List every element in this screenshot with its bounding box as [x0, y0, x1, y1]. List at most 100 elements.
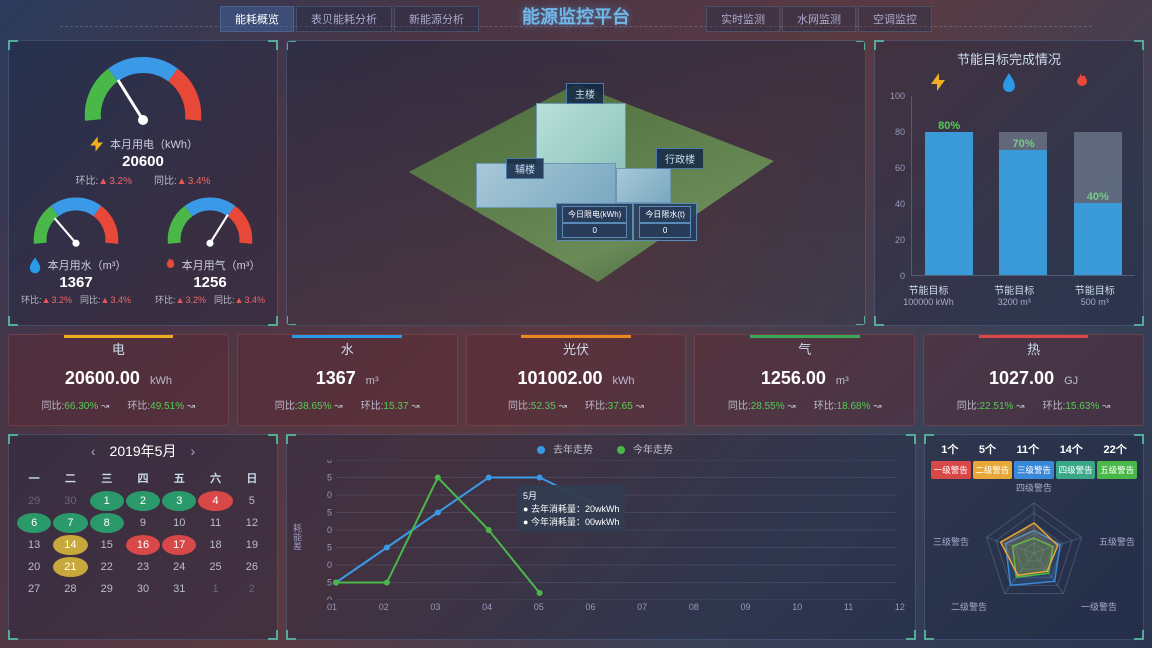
metrics-row: 电20600.00kWh同比:66.30% ↝环比:49.51% ↝水1367m… [8, 334, 1144, 426]
gauges-panel: 本月用电（kWh） 20600 环比:3.2% 同比:3.4% 本月用水（m³）… [8, 40, 278, 326]
metric-card-热[interactable]: 热1027.00GJ同比:22.51% ↝环比:15.63% ↝ [923, 334, 1144, 426]
calendar-panel: ‹ 2019年5月 › 一二三四五六日293012345678910111213… [8, 434, 278, 640]
cal-day[interactable]: 28 [53, 579, 87, 599]
cal-day[interactable]: 10 [162, 513, 196, 533]
alert-badge[interactable]: 五级警告 [1097, 461, 1137, 479]
cal-next[interactable]: › [190, 443, 195, 459]
fire-icon [1070, 72, 1090, 92]
info-popup: 今日限电(kWh)0 今日限水(t)0 [556, 203, 697, 241]
cal-day[interactable]: 15 [90, 535, 124, 555]
alert-badge[interactable]: 四级警告 [1056, 461, 1096, 479]
trend-tooltip: 5月 ● 去年消耗量：20wkWh ● 今年消耗量：00wkWh [517, 485, 625, 532]
header: 能耗概览表贝能耗分析新能源分析 能源监控平台 实时监测水网监测空调监控 [0, 0, 1152, 32]
tag-main[interactable]: 主楼 [566, 83, 604, 104]
cal-day[interactable]: 29 [17, 491, 51, 511]
bolt-icon [88, 135, 106, 153]
gauge-gas [160, 189, 260, 251]
cal-day[interactable]: 1 [90, 491, 124, 511]
goal-bar: 80% [925, 96, 973, 275]
alert-badge[interactable]: 二级警告 [973, 461, 1013, 479]
gauge-gas-value: 1256 [146, 274, 275, 291]
cal-day[interactable]: 11 [198, 513, 232, 533]
goal-bar: 70% [999, 96, 1047, 275]
tab-实时监测[interactable]: 实时监测 [706, 6, 780, 32]
cal-day[interactable]: 9 [126, 513, 160, 533]
cal-day[interactable]: 22 [90, 557, 124, 577]
bolt-icon [928, 72, 948, 92]
cal-day[interactable]: 13 [17, 535, 51, 555]
tab-能耗概览[interactable]: 能耗概览 [220, 6, 294, 32]
cal-day[interactable]: 12 [235, 513, 269, 533]
tab-新能源分析[interactable]: 新能源分析 [394, 6, 479, 32]
cal-day[interactable]: 24 [162, 557, 196, 577]
building-secondary[interactable] [476, 163, 616, 208]
goal-bar: 40% [1074, 96, 1122, 275]
svg-text:5: 5 [327, 578, 332, 588]
fire-icon [160, 256, 178, 274]
svg-text:30: 30 [327, 490, 332, 500]
gauge-water [26, 189, 126, 251]
cal-day[interactable]: 7 [53, 513, 87, 533]
cal-day[interactable]: 21 [53, 557, 87, 577]
building-admin[interactable] [616, 168, 671, 203]
gauge-electric [73, 45, 213, 130]
svg-text:25: 25 [327, 508, 332, 518]
svg-text:0: 0 [327, 595, 332, 600]
cal-day[interactable]: 14 [53, 535, 87, 555]
cal-day[interactable]: 25 [198, 557, 232, 577]
nav-tabs-right: 实时监测水网监测空调监控 [706, 6, 932, 32]
cal-day[interactable]: 1 [198, 579, 232, 599]
alert-badge[interactable]: 一级警告 [931, 461, 971, 479]
tag-secondary[interactable]: 辅楼 [506, 158, 544, 179]
cal-day[interactable]: 6 [17, 513, 51, 533]
gauge-water-value: 1367 [12, 274, 141, 291]
svg-text:15: 15 [327, 543, 332, 553]
cal-day[interactable]: 26 [235, 557, 269, 577]
cal-day[interactable]: 16 [126, 535, 160, 555]
gauge-water-label: 本月用水（m³） [48, 260, 127, 272]
campus-3d-view[interactable]: 主楼 辅楼 行政楼 今日限电(kWh)0 今日限水(t)0 [286, 40, 866, 326]
cal-day[interactable]: 5 [235, 491, 269, 511]
svg-text:10: 10 [327, 560, 332, 570]
cal-day[interactable]: 30 [53, 491, 87, 511]
trend-legend: 去年走势今年走势 [297, 441, 905, 456]
svg-text:40: 40 [327, 460, 332, 465]
cal-day[interactable]: 2 [235, 579, 269, 599]
tag-admin[interactable]: 行政楼 [656, 148, 704, 169]
alerts-panel: 1个5个11个14个22个 一级警告二级警告三级警告四级警告五级警告 四级警告 … [924, 434, 1144, 640]
cal-day[interactable]: 20 [17, 557, 51, 577]
water-icon [999, 72, 1019, 92]
cal-day[interactable]: 2 [126, 491, 160, 511]
metric-card-光伏[interactable]: 光伏101002.00kWh同比:52.35 ↝环比:37.65 ↝ [466, 334, 687, 426]
radar-chart [931, 483, 1137, 613]
cal-prev[interactable]: ‹ [91, 443, 96, 459]
metric-card-气[interactable]: 气1256.00m³同比:28.55% ↝环比:18.68% ↝ [694, 334, 915, 426]
cal-title: 2019年5月 [110, 441, 177, 461]
gauge-electric-label: 本月用电（kWh） [110, 139, 198, 151]
cal-day[interactable]: 30 [126, 579, 160, 599]
gauge-gas-label: 本月用气（m³） [182, 260, 261, 272]
cal-day[interactable]: 31 [162, 579, 196, 599]
goals-chart: 020406080100 80%70%40% [883, 96, 1135, 276]
trend-ylabel: 耗能差 [291, 524, 304, 551]
gauge-electric-value: 20600 [9, 153, 277, 170]
metric-card-电[interactable]: 电20600.00kWh同比:66.30% ↝环比:49.51% ↝ [8, 334, 229, 426]
metric-card-水[interactable]: 水1367m³同比:38.65% ↝环比:15.37 ↝ [237, 334, 458, 426]
trend-panel: 去年走势今年走势 耗能差 0510152025303540 0102030405… [286, 434, 916, 640]
goals-panel: 节能目标完成情况 020406080100 80%70%40% 节能目标1000… [874, 40, 1144, 326]
cal-day[interactable]: 19 [235, 535, 269, 555]
cal-day[interactable]: 23 [126, 557, 160, 577]
cal-day[interactable]: 27 [17, 579, 51, 599]
cal-day[interactable]: 4 [198, 491, 232, 511]
cal-day[interactable]: 8 [90, 513, 124, 533]
cal-day[interactable]: 18 [198, 535, 232, 555]
cal-day[interactable]: 3 [162, 491, 196, 511]
tab-空调监控[interactable]: 空调监控 [858, 6, 932, 32]
tab-水网监测[interactable]: 水网监测 [782, 6, 856, 32]
cal-day[interactable]: 29 [90, 579, 124, 599]
goals-title: 节能目标完成情况 [883, 49, 1135, 68]
cal-day[interactable]: 17 [162, 535, 196, 555]
alert-badge[interactable]: 三级警告 [1014, 461, 1054, 479]
tab-表贝能耗分析[interactable]: 表贝能耗分析 [296, 6, 392, 32]
water-icon [26, 256, 44, 274]
